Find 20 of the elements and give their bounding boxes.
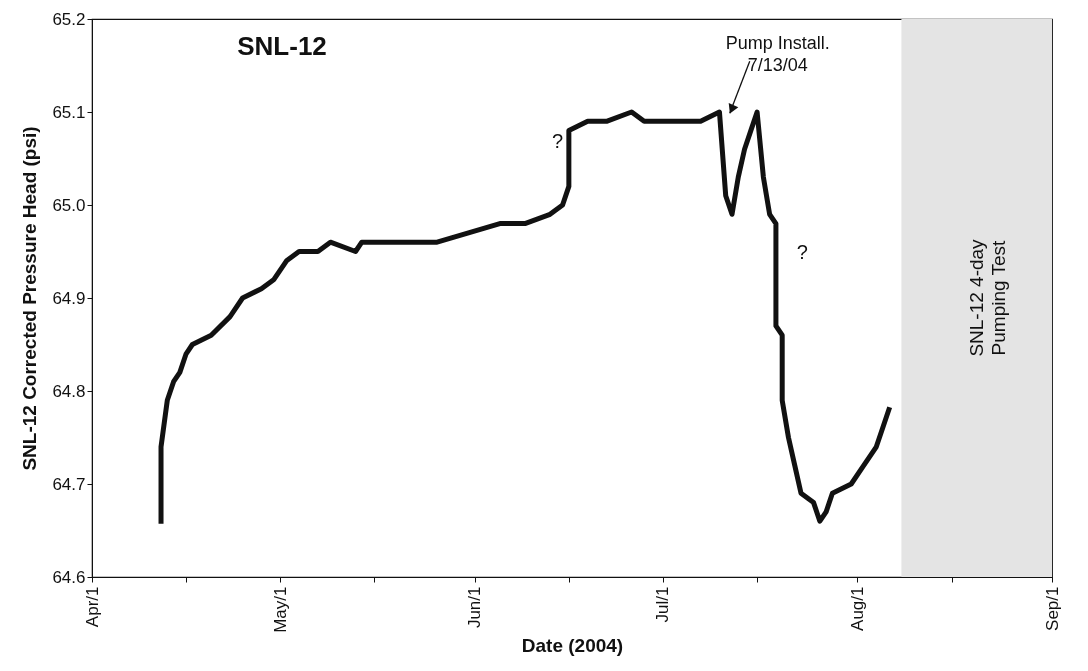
x-tick-label: May/1: [270, 586, 290, 633]
x-tick-label: Jun/1: [465, 586, 485, 629]
y-tick-label: 64.8: [52, 381, 86, 401]
annotation: ?: [552, 129, 564, 152]
y-tick-label: 65.0: [52, 195, 86, 215]
y-tick-label: 64.7: [52, 474, 86, 494]
x-tick-label: Jul/1: [653, 586, 673, 623]
x-tick-label: Sep/1: [1042, 586, 1062, 631]
band-label: SNL-12 4-day Pumping Test: [965, 238, 1009, 357]
annotation: ?: [796, 241, 808, 264]
y-axis-title: SNL-12 Corrected Pressure Head (psi): [19, 126, 41, 471]
text: SNL-12: [237, 31, 327, 61]
y-tick-label: 64.9: [52, 288, 86, 308]
annotation: Pump Install. 7/13/04: [725, 33, 830, 76]
y-tick-label: 64.6: [52, 567, 86, 587]
y-tick-label: 65.2: [52, 9, 86, 29]
y-tick-label: 65.1: [52, 102, 86, 122]
x-tick-label: Aug/1: [847, 586, 867, 631]
x-axis-title: Date (2004): [521, 634, 624, 656]
x-tick-label: Apr/1: [82, 586, 102, 628]
